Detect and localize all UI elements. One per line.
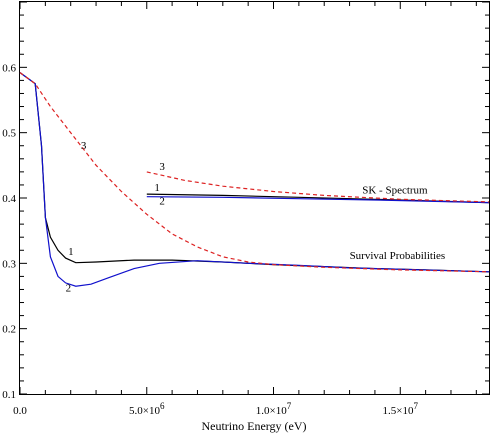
series-line-spectrum-3 xyxy=(146,171,490,203)
annotation-label: 1 xyxy=(68,246,74,258)
annotation-label: 3 xyxy=(159,161,165,173)
y-tick-label: 0.5 xyxy=(2,128,16,140)
annotation-label: 3 xyxy=(81,140,87,152)
x-tick-label: 0.0 xyxy=(13,405,27,417)
y-tick-label: 0.3 xyxy=(2,258,16,270)
series-line-spectrum-2 xyxy=(146,196,490,204)
series-line-survival-1 xyxy=(19,72,490,273)
annotation-label: 2 xyxy=(66,282,72,294)
annotation-label: 1 xyxy=(154,182,160,194)
series-line-survival-2 xyxy=(19,72,490,287)
y-tick-label: 0.6 xyxy=(2,62,16,74)
axes-layer: 0.1 0.2 0.3 0.4 0.5 0.6 0.0 5.0×106 1.0×107 1.5×1… xyxy=(2,1,489,417)
y-tick-label: 0.2 xyxy=(2,324,16,336)
y-tick-label: 0.4 xyxy=(2,193,16,205)
plot-frame xyxy=(19,1,490,395)
x-axis-title: Neutrino Energy (eV) xyxy=(201,419,306,433)
x-tick-label: 5.0×106 xyxy=(129,401,165,417)
annotation-label: 2 xyxy=(159,196,165,208)
x-tick-label: 1.0×107 xyxy=(256,401,292,417)
series-layer xyxy=(19,72,490,287)
series-line-survival-3 xyxy=(19,72,490,273)
annotation-label: Survival Probabilities xyxy=(350,250,446,262)
y-tick-label: 0.1 xyxy=(2,389,16,401)
annotation-label: SK - Spectrum xyxy=(362,184,428,196)
annotation-layer: 1 2 3 3 1 2 SK - Spectrum Survival Probabilitie… xyxy=(66,140,446,294)
x-tick-label: 1.5×107 xyxy=(383,401,419,417)
